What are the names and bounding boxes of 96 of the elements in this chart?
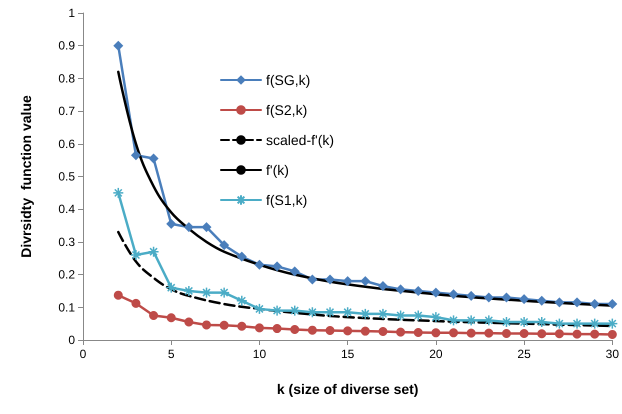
point: [430, 311, 442, 323]
y-tick-label: 1: [68, 6, 76, 20]
legend-label: scaled-f'(k): [266, 132, 334, 148]
y-tick-label: 0.9: [58, 38, 76, 53]
point: [271, 304, 283, 316]
point: [130, 249, 142, 261]
y-tick-label: 0.5: [58, 170, 76, 184]
point: [236, 252, 247, 262]
point: [254, 303, 266, 315]
point: [272, 261, 282, 272]
point: [414, 328, 423, 337]
point: [307, 274, 318, 285]
point: [502, 328, 511, 338]
point: [413, 286, 424, 296]
point: [484, 328, 494, 338]
point: [326, 326, 335, 336]
point: [554, 297, 564, 308]
legend-label: f(S2,k): [266, 102, 308, 118]
legend-label: f(SG,k): [266, 72, 310, 88]
point: [148, 154, 159, 164]
x-tick-label: 10: [252, 347, 266, 361]
point: [166, 313, 176, 322]
point: [572, 330, 582, 339]
point: [183, 285, 195, 297]
point: [396, 284, 406, 294]
point: [148, 246, 160, 258]
point: [466, 290, 476, 301]
point: [290, 325, 300, 334]
point: [378, 281, 388, 292]
point: [520, 328, 529, 338]
legend-label: f(S1,k): [266, 192, 308, 208]
point: [537, 329, 546, 338]
point: [590, 299, 600, 310]
point: [254, 323, 264, 332]
x-tick-label: 5: [168, 347, 175, 361]
point: [254, 260, 264, 270]
legend-label: f'(k): [266, 162, 289, 178]
point: [220, 320, 229, 330]
x-tick-label: 20: [429, 347, 443, 361]
x-tick-label: 25: [517, 347, 532, 361]
point: [606, 318, 618, 330]
point: [519, 294, 530, 304]
x-tick-label: 15: [340, 347, 355, 361]
point: [484, 292, 494, 302]
point: [607, 299, 618, 310]
y-tick-label: 0.2: [58, 268, 76, 282]
point: [308, 326, 317, 335]
point: [342, 276, 353, 286]
point: [236, 295, 248, 307]
point: [184, 318, 194, 327]
y-tick-label: 0: [68, 333, 76, 347]
point: [131, 298, 140, 308]
point: [431, 328, 440, 338]
point: [378, 327, 388, 336]
point: [113, 40, 124, 51]
y-tick-label: 0.1: [58, 300, 76, 314]
y-tick-label: 0.8: [58, 71, 76, 86]
y-tick-label: 0.3: [58, 234, 76, 249]
point: [184, 222, 194, 232]
point: [325, 274, 336, 285]
point: [112, 187, 124, 199]
point: [430, 288, 441, 298]
point: [396, 328, 406, 337]
y-tick-label: 0.6: [58, 136, 76, 151]
y-tick-label: 0.7: [58, 104, 76, 118]
point: [572, 297, 582, 308]
point: [449, 328, 458, 338]
point: [394, 310, 406, 322]
point: [360, 326, 370, 336]
point: [166, 218, 176, 229]
point: [114, 290, 123, 300]
point: [360, 276, 370, 286]
point: [536, 296, 547, 306]
point: [536, 316, 548, 328]
point: [202, 320, 212, 330]
point: [272, 324, 282, 334]
point: [202, 222, 212, 232]
point: [608, 330, 617, 339]
x-tick-label: 30: [606, 347, 620, 361]
point: [466, 328, 476, 338]
point: [554, 329, 564, 338]
point: [237, 322, 246, 331]
y-axis-title: Divrsidty function value: [18, 94, 34, 258]
point: [448, 289, 459, 300]
point: [590, 330, 600, 339]
point: [165, 282, 177, 294]
point: [130, 150, 141, 160]
point: [290, 266, 300, 276]
point: [343, 326, 352, 336]
point: [149, 310, 158, 320]
x-tick-label: 0: [80, 347, 87, 361]
point: [501, 292, 512, 302]
x-axis-title: k (size of diverse set): [276, 381, 418, 397]
point: [219, 240, 230, 250]
y-tick-label: 0.4: [58, 202, 76, 216]
point: [483, 314, 495, 326]
